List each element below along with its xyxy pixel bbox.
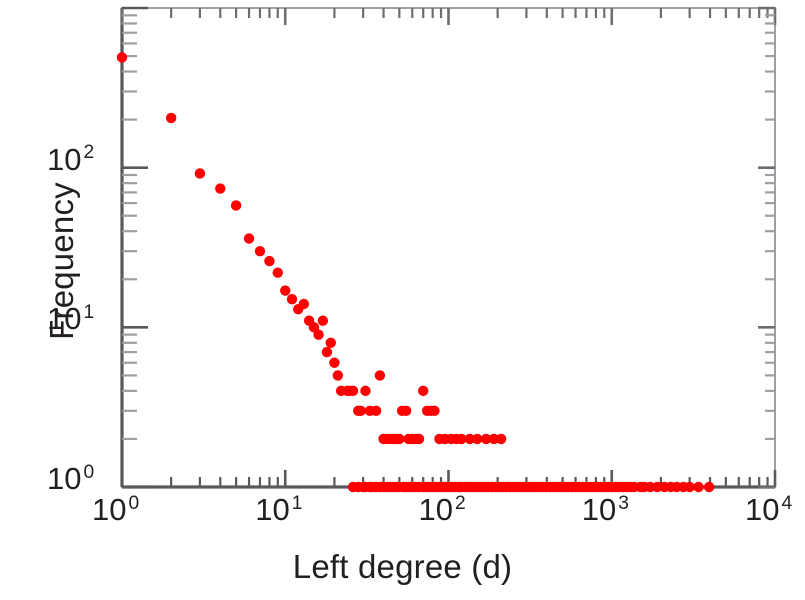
- y-tick-label: 10 0: [47, 461, 95, 496]
- y-axis-label: Frequency: [43, 182, 80, 340]
- data-points: [116, 52, 715, 493]
- y-tick-label: 10 1: [47, 301, 95, 337]
- plot-frame: [120, 7, 776, 489]
- x-tick-label: 10 1: [255, 492, 303, 527]
- x-tick-label: 10 4: [745, 492, 793, 527]
- x-tick-label: 10 3: [581, 492, 629, 527]
- x-axis-label: Left degree (d): [292, 548, 513, 585]
- axis-ticks: [120, 6, 777, 489]
- y-tick-label: 10 2: [47, 141, 95, 177]
- x-tick-label: 10 0: [92, 492, 140, 527]
- x-tick-label: 10 2: [418, 492, 466, 527]
